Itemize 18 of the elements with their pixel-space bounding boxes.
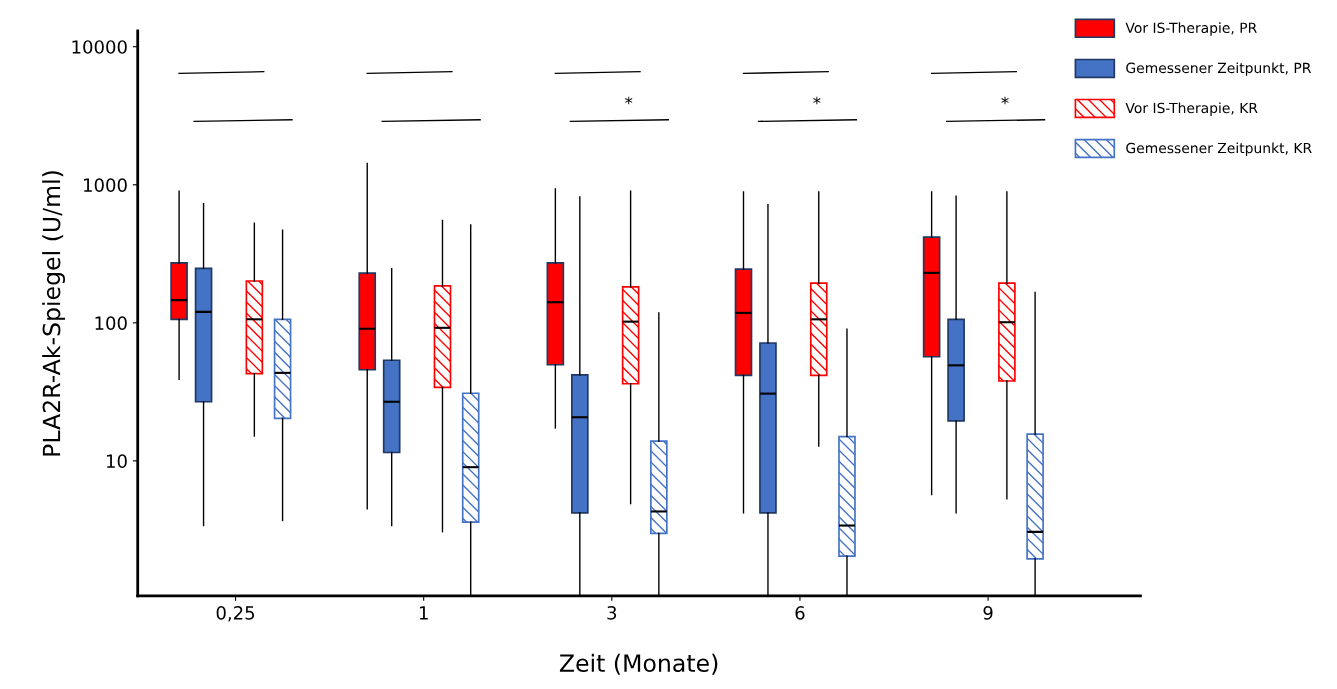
y-tick-label: 10 [107, 454, 127, 468]
annotation: * [813, 96, 821, 105]
x-axis-title: Zeit (Monate) [559, 653, 718, 675]
y-tick-label: 100 [95, 316, 127, 330]
x-tick-label: 6 [795, 606, 805, 620]
x-tick-label: 3 [607, 606, 617, 620]
x-tick-label: 1 [419, 606, 428, 620]
annotation: * [625, 96, 633, 105]
y-tick-label: 1000 [84, 178, 127, 192]
x-tick-label: 9 [983, 606, 993, 620]
legend-label: Vor IS-Therapie, KR [1125, 102, 1258, 116]
legend-label: Gemessener Zeitpunkt, PR [1126, 62, 1312, 76]
legend-label: Vor IS-Therapie, PR [1125, 22, 1257, 36]
annotation: * [1001, 96, 1009, 105]
y-axis-title: PLA2R-Ak-Spiegel (U/ml) [42, 171, 65, 456]
legend-label: Gemessener Zeitpunkt, KR [1126, 142, 1312, 156]
y-tick-label: 10000 [72, 40, 127, 54]
x-tick-label: 0,25 [216, 606, 255, 622]
